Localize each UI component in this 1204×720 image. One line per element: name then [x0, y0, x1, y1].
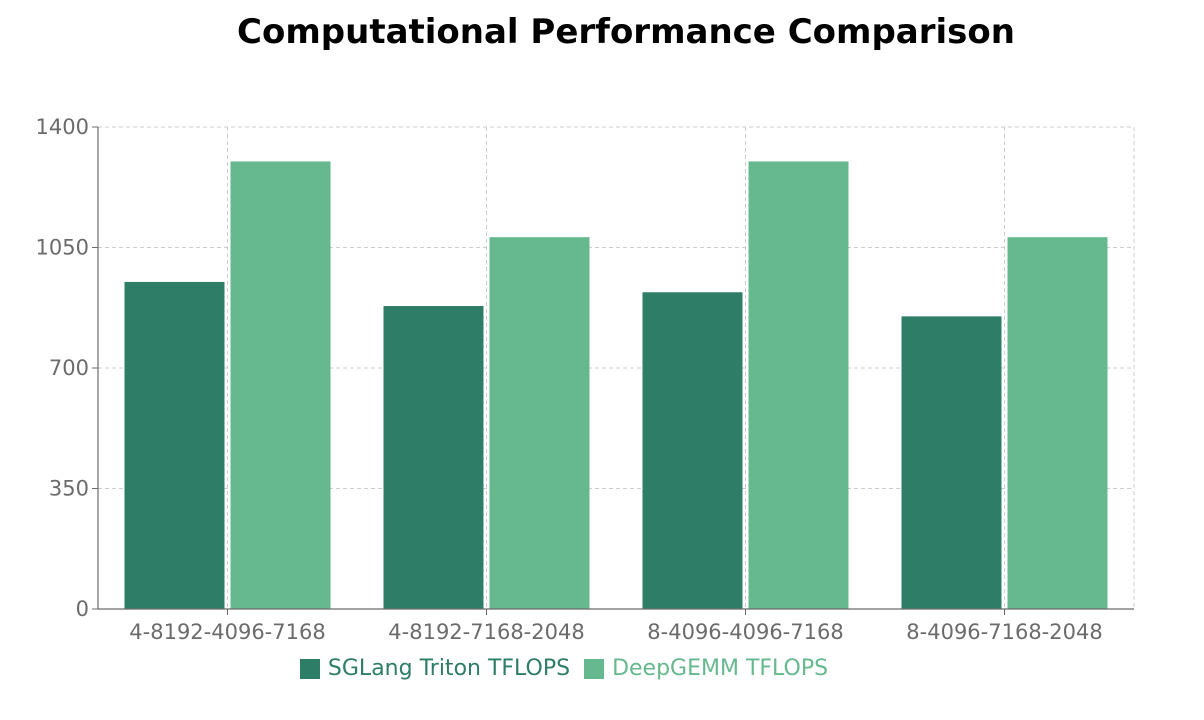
bar-deepgemm-3 — [1007, 237, 1108, 609]
x-tick-label-3: 8-4096-7168-2048 — [906, 620, 1102, 644]
x-tick-label-0: 4-8192-4096-7168 — [129, 620, 325, 644]
bar-sglang-1 — [383, 306, 484, 609]
y-tick-label-4: 1400 — [36, 115, 89, 139]
bars — [124, 161, 1108, 609]
y-tick-label-3: 1050 — [36, 236, 89, 260]
y-tick-label-1: 350 — [49, 477, 89, 501]
legend-swatch-sglang — [299, 658, 320, 679]
bar-deepgemm-0 — [230, 161, 331, 609]
x-tick-label-2: 8-4096-4096-7168 — [647, 620, 843, 644]
bar-sglang-2 — [642, 292, 743, 609]
y-tick-label-0: 0 — [76, 597, 89, 621]
chart-title: Computational Performance Comparison — [237, 12, 1015, 52]
bar-sglang-3 — [901, 316, 1002, 609]
legend-label-sglang: SGLang Triton TFLOPS — [327, 656, 571, 681]
legend-label-deepgemm: DeepGEMM TFLOPS — [612, 656, 829, 681]
axes: 0 350 700 1050 1400 4-8192-4096-7168 4-8192-71… — [36, 115, 1134, 644]
legend-item-deepgemm[interactable]: DeepGEMM TFLOPS — [584, 656, 828, 681]
legend-swatch-deepgemm — [584, 658, 605, 679]
y-tick-label-2: 700 — [49, 356, 89, 380]
legend: SGLang Triton TFLOPS DeepGEMM TFLOPS — [0, 656, 1128, 681]
legend-item-sglang[interactable]: SGLang Triton TFLOPS — [299, 656, 571, 681]
bar-deepgemm-1 — [489, 237, 590, 609]
x-tick-label-1: 4-8192-7168-2048 — [388, 620, 584, 644]
bar-sglang-0 — [124, 281, 225, 609]
bar-deepgemm-2 — [748, 161, 849, 609]
